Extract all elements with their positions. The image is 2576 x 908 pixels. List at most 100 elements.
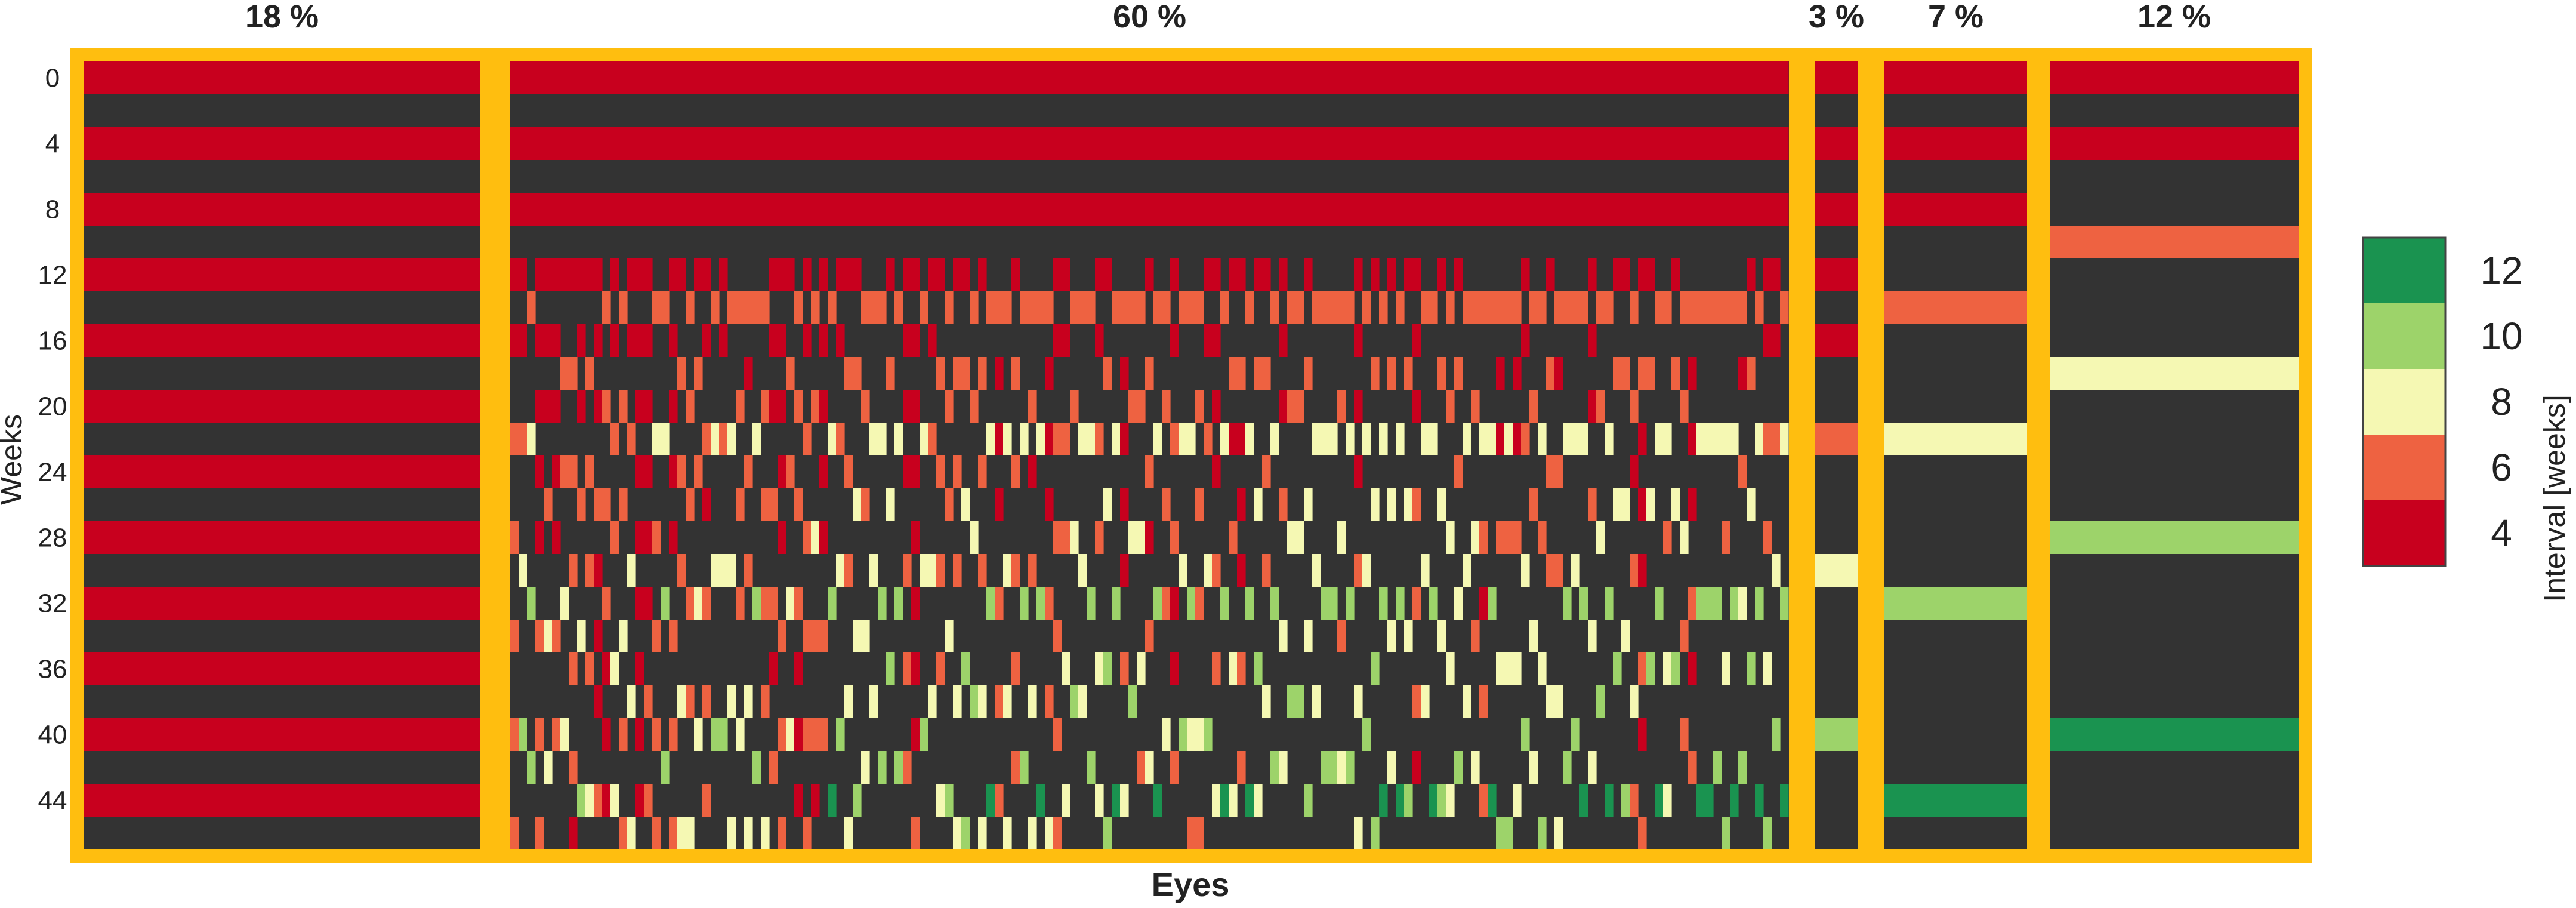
injection-cell [1028,291,1037,324]
injection-cell [1170,423,1179,455]
injection-cell [828,127,837,160]
injection-cell [1287,193,1296,226]
injection-cell [1605,784,1614,817]
injection-cell [1137,61,1146,94]
injection-cell [953,258,962,291]
injection-cell [844,455,853,488]
injection-cell [1011,455,1020,488]
injection-cell [677,61,686,94]
injection-cell [569,751,578,784]
injection-cell [661,423,670,455]
injection-cell [702,587,711,620]
injection-cell [1354,127,1363,160]
injection-cell [1279,488,1288,521]
injection-cell [744,193,753,226]
injection-cell [1747,61,1756,94]
injection-cell [1404,61,1413,94]
injection-cell [928,324,937,357]
injection-cell [752,423,761,455]
injection-cell [1588,390,1597,423]
injection-cell [1488,193,1497,226]
injection-cell [610,193,619,226]
injection-cell [1329,127,1338,160]
injection-cell [1195,718,1204,751]
injection-cell [1571,554,1580,587]
injection-cell [961,357,970,390]
injection-cell [694,61,703,94]
injection-cell [1095,423,1104,455]
injection-cell [594,554,603,587]
injection-cell [602,587,611,620]
injection-cell [1062,423,1070,455]
injection-cell [1371,817,1380,849]
injection-cell [702,61,711,94]
injection-cell [1546,685,1555,718]
injection-cell [1747,258,1756,291]
injection-cell [1387,488,1396,521]
injection-cell [878,127,887,160]
injection-cell [1722,521,1730,554]
injection-cell [819,390,828,423]
injection-cell [510,258,519,291]
injection-cell [719,127,728,160]
injection-cell [1680,193,1689,226]
injection-cell [1655,127,1664,160]
injection-band [84,587,480,620]
injection-cell [510,620,519,652]
injection-cell [1045,685,1054,718]
injection-cell [794,652,803,685]
injection-cell [1237,423,1246,455]
injection-band [1815,324,1858,357]
injection-cell [1120,554,1129,587]
injection-cell [1412,587,1421,620]
injection-cell [652,817,661,849]
injection-cell [1304,127,1313,160]
injection-cell [677,357,686,390]
injection-cell [711,127,720,160]
injection-cell [1437,258,1446,291]
injection-cell [1780,193,1789,226]
injection-cell [535,390,544,423]
injection-cell [803,423,812,455]
injection-cell [811,620,820,652]
injection-cell [1613,357,1622,390]
injection-cell [1204,554,1213,587]
injection-cell [1087,61,1096,94]
injection-cell [669,324,678,357]
injection-cell [635,718,644,751]
injection-cell [1763,521,1772,554]
injection-cell [911,61,920,94]
injection-cell [1396,193,1405,226]
injection-cell [1170,652,1179,685]
injection-cell [1070,521,1079,554]
injection-cell [1621,784,1630,817]
injection-cell [903,324,912,357]
injection-band [1884,587,2027,620]
injection-cell [1446,521,1455,554]
injection-cell [1621,258,1630,291]
injection-cell [1613,127,1622,160]
injection-cell [1513,127,1522,160]
injection-cell [1354,61,1363,94]
injection-cell [527,423,536,455]
injection-cell [1579,193,1588,226]
injection-cell [1722,423,1730,455]
injection-cell [1321,423,1329,455]
injection-cell [535,127,544,160]
injection-cell [1337,521,1346,554]
injection-cell [577,258,586,291]
colorbar-label: Interval [weeks] [2538,395,2571,602]
injection-cell [1588,258,1597,291]
injection-cell [1053,61,1062,94]
injection-cell [1772,324,1781,357]
injection-cell [1571,718,1580,751]
injection-cell [736,390,745,423]
injection-cell [1504,423,1513,455]
injection-cell [711,554,720,587]
injection-cell [1538,193,1547,226]
injection-cell [1153,587,1162,620]
injection-cell [1070,61,1079,94]
injection-cell [1304,784,1313,817]
panel-group-1 [84,61,480,849]
injection-cell [1262,127,1271,160]
